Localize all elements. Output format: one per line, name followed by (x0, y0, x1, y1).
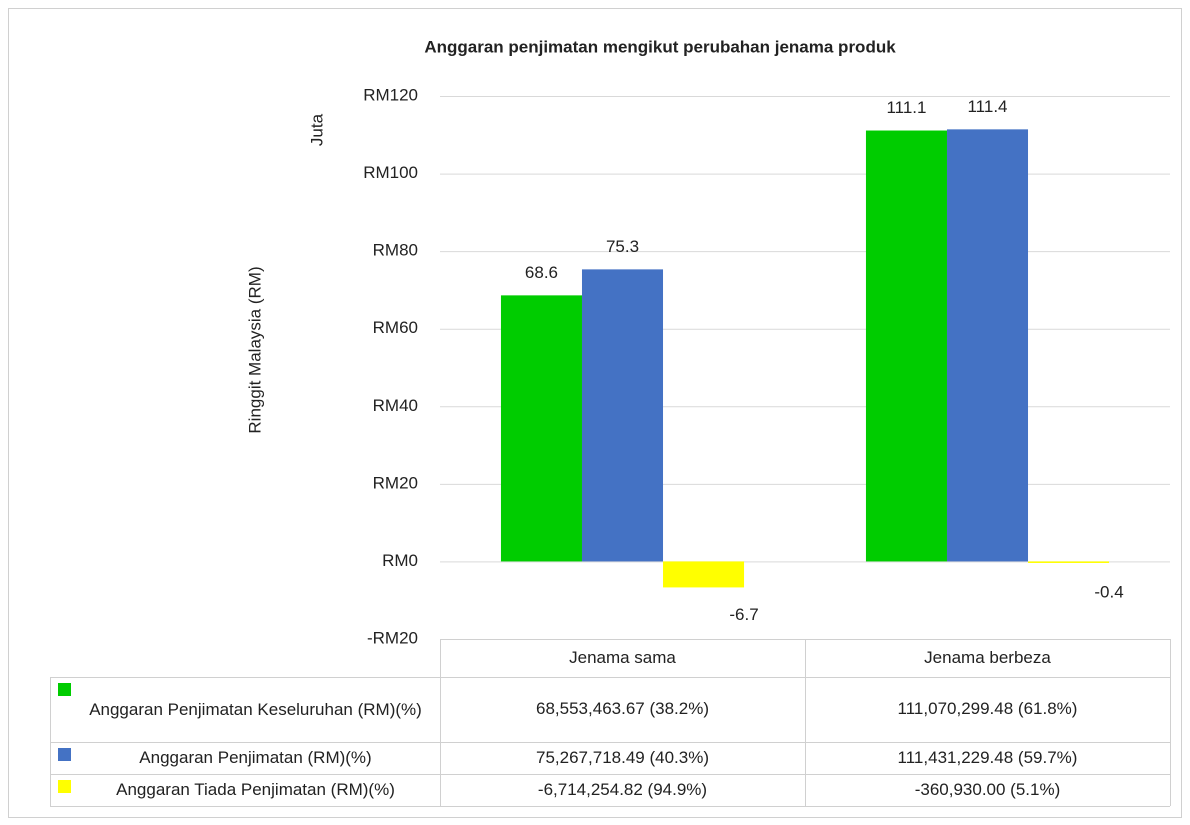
bar (663, 561, 745, 588)
data-label: -6.7 (729, 605, 758, 624)
legend-swatch (58, 748, 71, 761)
legend-entry: Anggaran Penjimatan Keseluruhan (RM)(%) (58, 677, 436, 742)
bar (1028, 561, 1110, 563)
x-tick-label: Jenama berbeza (924, 647, 1051, 667)
chart-title: Anggaran penjimatan mengikut perubahan j… (424, 37, 896, 56)
table-cell: -6,714,254.82 (94.9%) (537, 779, 708, 799)
y-tick-label: RM0 (382, 551, 418, 570)
data-label: -0.4 (1094, 582, 1123, 601)
y-tick-label: RM100 (363, 163, 418, 182)
y-tick-label: RM40 (373, 396, 418, 415)
legend-text: Anggaran Penjimatan (RM)(%) (139, 748, 372, 767)
x-tick-label: Jenama sama (569, 647, 676, 667)
table-cell: 111,431,229.48 (59.7%) (897, 747, 1078, 767)
table-cell: 111,070,299.48 (61.8%) (897, 699, 1078, 719)
legend-text: Anggaran Penjimatan Keseluruhan (RM)(%) (89, 699, 422, 719)
y-tick-label: RM120 (363, 85, 418, 104)
data-label: 68.6 (525, 263, 558, 282)
y-tick-label: -RM20 (367, 628, 418, 647)
y-tick-label: RM80 (373, 241, 418, 260)
legend-text: Anggaran Tiada Penjimatan (RM)(%) (116, 780, 395, 799)
y-axis-label: Ringgit Malaysia (RM) (245, 266, 264, 433)
y-unit-label: Juta (307, 113, 326, 146)
y-tick-label: RM20 (373, 473, 418, 492)
legend-swatch (58, 683, 71, 696)
bar (581, 269, 664, 562)
table-cell: 75,267,718.49 (40.3%) (536, 747, 709, 767)
bar (500, 295, 582, 562)
table-cell: -360,930.00 (5.1%) (914, 779, 1061, 799)
table-cell: 68,553,463.67 (38.2%) (536, 699, 709, 719)
legend-entry: Anggaran Penjimatan (RM)(%) (58, 742, 436, 774)
bar (946, 129, 1029, 562)
data-label: 111.4 (967, 97, 1007, 116)
legend-entry: Anggaran Tiada Penjimatan (RM)(%) (58, 774, 436, 806)
y-tick-label: RM60 (373, 318, 418, 337)
legend-swatch (58, 780, 71, 793)
data-label: 75.3 (606, 237, 639, 256)
data-label: 111.1 (886, 98, 926, 117)
bar (865, 130, 947, 562)
